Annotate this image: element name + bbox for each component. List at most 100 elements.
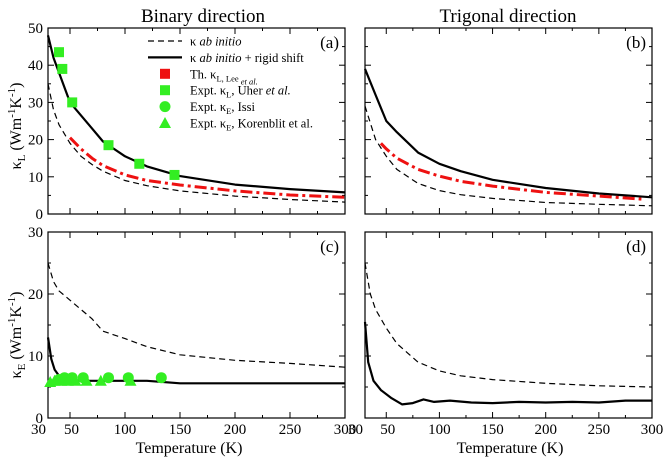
legend-item-green-triangle: Expt. κE, Korenblit et al. [159, 117, 313, 133]
legend-text-part: Expt. κ [190, 84, 227, 98]
legend-label: Expt. κE, Issi [190, 100, 256, 116]
panels: 0 10 20 30 40 50 (a) (b) 0 10 20 30 30 50 100 150 200 250… [28, 21, 663, 438]
series-theory-lee [379, 142, 642, 201]
legend-item-solid: κ ab initio + rigid shift [148, 51, 304, 65]
legend-text-part: + rigid shift [241, 51, 304, 65]
legend-text-part: ab initio [199, 35, 241, 49]
ylabel-bottom-unit: (Wm [8, 326, 25, 359]
legend-item-red-square: Th. κL, Lee et al. [160, 67, 258, 86]
panel-frame [364, 27, 653, 215]
series-ab-initio [47, 83, 346, 203]
x-axis-label-left: Temperature (K) [136, 440, 243, 457]
legend-text-part: L, Lee [216, 73, 240, 83]
legend-text-part: E [226, 106, 231, 116]
panel-a: 0 10 20 30 40 50 (a) [28, 21, 346, 223]
x-tick-label: 50 [380, 422, 395, 438]
panel-tag: (a) [320, 33, 339, 52]
ylabel-top-exp2: -1 [6, 88, 18, 97]
x-tick-label: 250 [588, 422, 611, 438]
ylabel-top-exp1: -1 [6, 109, 18, 118]
legend-swatch [160, 68, 170, 79]
legend-label: Th. κL, Lee et al. [190, 67, 258, 86]
point-issi [155, 372, 167, 384]
legend-swatch [160, 85, 170, 96]
ylabel-bottom-symbol: κ [8, 370, 25, 378]
svg-text:κE(Wm-1K-1): κE(Wm-1K-1) [6, 292, 28, 379]
svg-text:κL(Wm-1K-1): κL(Wm-1K-1) [6, 83, 28, 170]
panel-frame [47, 231, 346, 419]
y-tick-label: 30 [28, 95, 43, 111]
series-theory-lee [68, 136, 346, 199]
x-tick-label: 30 [348, 422, 363, 438]
ylabel-top-subscript: L [16, 154, 28, 161]
point-korenblit [80, 374, 93, 386]
ylabel-bottom-mid: K [8, 306, 25, 318]
point-uher [134, 158, 145, 169]
point-korenblit [69, 374, 82, 386]
panel-c: 0 10 20 30 30 50 100 150 200 250 300 (c) [28, 225, 356, 438]
legend-label: Expt. κL, Uher et al. [190, 84, 291, 100]
series-ab-initio [47, 262, 346, 368]
ylabel-top-close: ) [8, 83, 25, 88]
legend-text-part: Expt. κ [190, 100, 227, 114]
panel-frame [364, 231, 653, 419]
title-binary: Binary direction [141, 6, 265, 27]
point-korenblit [61, 374, 74, 386]
x-tick-label: 30 [31, 422, 46, 438]
x-tick-label: 50 [64, 422, 79, 438]
legend-label: κ ab initio + rigid shift [190, 51, 304, 65]
point-korenblit [124, 374, 137, 386]
x-tick-label: 100 [114, 422, 137, 438]
series-ab-initio-rigid-shift [363, 68, 653, 199]
legend-text-part: , Korenblit et al. [231, 117, 313, 131]
y-tick-label: 20 [28, 287, 43, 303]
y-axis-label-top: κL(Wm-1K-1) [6, 83, 28, 170]
title-trigonal: Trigonal direction [439, 6, 577, 27]
series-ab-initio [364, 105, 653, 207]
point-uher [57, 63, 68, 74]
legend-swatch [159, 117, 171, 128]
x-tick-label: 100 [428, 422, 451, 438]
legend-text-part: κ [190, 51, 199, 65]
legend-text-part: ab initio [199, 51, 241, 65]
legend-text-part: L [226, 90, 231, 100]
y-axis-label-bottom: κE(Wm-1K-1) [6, 292, 28, 379]
point-uher [103, 140, 114, 151]
legend-label: κ ab initio [190, 35, 241, 49]
point-korenblit [94, 374, 107, 386]
legend-text-part: , Issi [231, 100, 255, 114]
y-tick-label: 50 [28, 21, 43, 37]
series-ab-initio [364, 262, 653, 388]
legend-item-green-circle: Expt. κE, Issi [159, 100, 256, 116]
panel-b: (b) [363, 27, 653, 215]
x-tick-label: 300 [334, 422, 357, 438]
y-tick-label: 0 [36, 411, 44, 427]
y-tick-label: 30 [28, 225, 43, 241]
legend-text-part: , Uher [231, 84, 265, 98]
legend-item-dashed: κ ab initio [148, 35, 241, 49]
ylabel-bottom-exp1: -1 [6, 318, 18, 327]
x-tick-label: 300 [641, 422, 663, 438]
y-tick-label: 20 [28, 133, 43, 149]
ylabel-bottom-exp2: -1 [6, 297, 18, 306]
legend-label: Expt. κE, Korenblit et al. [190, 117, 313, 133]
legend-swatch [159, 101, 171, 113]
y-tick-label: 10 [28, 170, 43, 186]
legend-item-green-square: Expt. κL, Uher et al. [160, 84, 291, 100]
ylabel-top-mid: K [8, 97, 25, 109]
ylabel-top-unit: (Wm [8, 117, 25, 150]
panel-d: 30 50 100 150 200 250 300 (d) [348, 231, 663, 438]
x-tick-label: 200 [224, 422, 247, 438]
legend-text-part: et al. [266, 84, 291, 98]
point-uher [67, 97, 78, 108]
point-uher [54, 47, 64, 58]
x-tick-label: 250 [279, 422, 302, 438]
point-uher [169, 169, 180, 180]
legend-text-part: Th. κ [190, 67, 217, 81]
point-issi [103, 372, 114, 384]
y-tick-label: 40 [28, 58, 43, 74]
x-tick-label: 200 [534, 422, 557, 438]
legend-text-part: κ [190, 35, 199, 49]
panel-tag: (b) [626, 33, 646, 52]
